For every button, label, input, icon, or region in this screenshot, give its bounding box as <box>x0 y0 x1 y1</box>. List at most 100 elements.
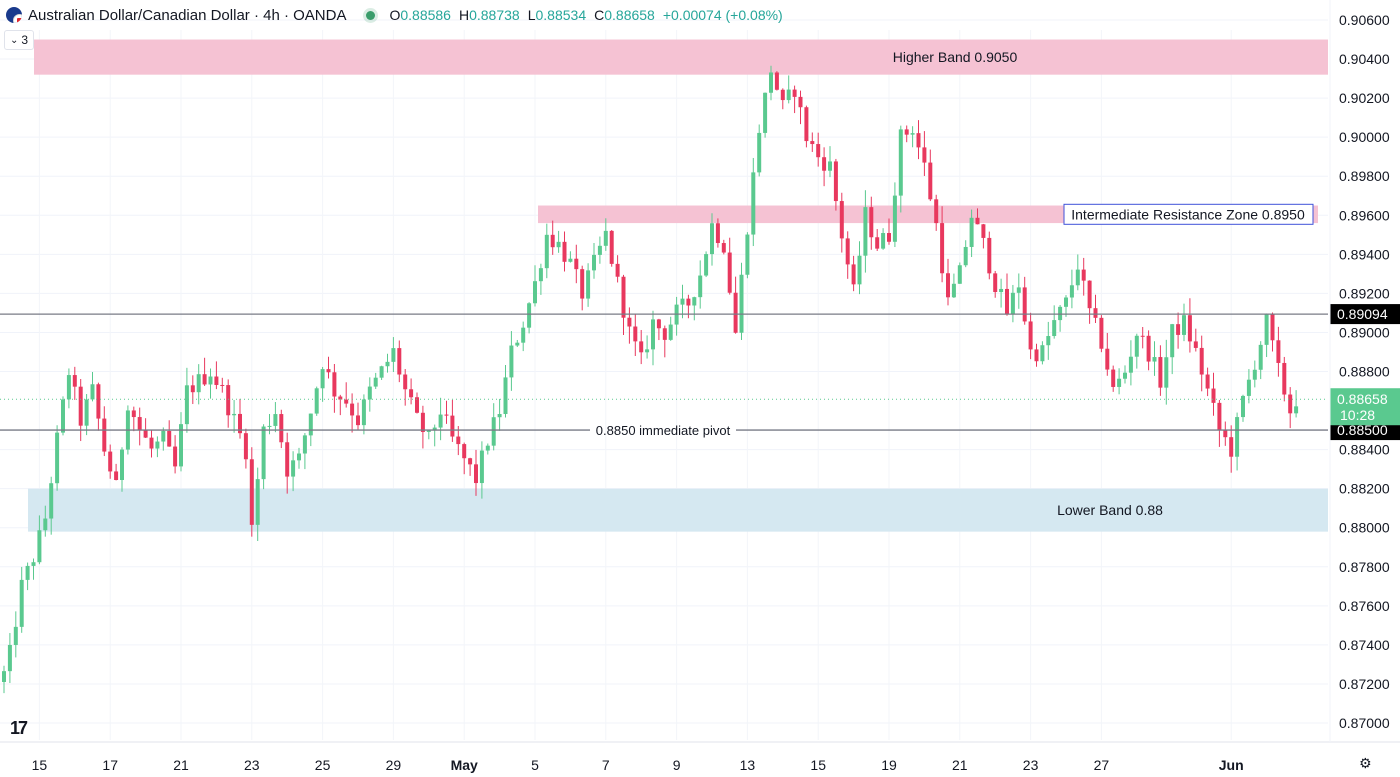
x-tick-label: May <box>451 757 478 773</box>
candle-body <box>857 255 862 285</box>
candle-body <box>344 399 349 404</box>
candle-body <box>851 264 856 285</box>
y-tick-label: 0.90600 <box>1339 12 1390 28</box>
resistance-zone-upper-label: Higher Band 0.9050 <box>893 49 1018 65</box>
candle-body <box>7 644 12 672</box>
candle-body <box>1146 335 1151 362</box>
candle-body <box>456 436 461 445</box>
y-tick-label: 0.90000 <box>1339 129 1390 145</box>
x-tick-label: 5 <box>531 757 539 773</box>
candle-body <box>438 414 443 428</box>
candle-body <box>1270 314 1275 341</box>
y-tick-label: 0.90400 <box>1339 51 1390 67</box>
candle-body <box>415 397 419 413</box>
candle-body <box>19 579 24 627</box>
candle-body <box>444 414 449 416</box>
candle-body <box>1087 280 1092 309</box>
candle-body <box>291 460 296 477</box>
candle-body <box>1022 287 1027 322</box>
candle-body <box>184 385 189 425</box>
candle-body <box>90 384 95 400</box>
candle-body <box>645 349 650 353</box>
candle-body <box>450 415 455 437</box>
candle-body <box>928 162 933 200</box>
candle-body <box>1069 285 1074 298</box>
candle-body <box>780 89 785 101</box>
candle-body <box>361 399 366 426</box>
candle-body <box>338 396 343 400</box>
current-price-label: 0.88658 <box>1337 391 1388 407</box>
candle-body <box>13 626 18 645</box>
y-tick-label: 0.88400 <box>1339 442 1390 458</box>
candle-body <box>1176 324 1181 335</box>
candle-body <box>202 374 207 385</box>
pivot-line-label: 0.8850 immediate pivot <box>596 423 731 438</box>
candle-body <box>833 161 838 202</box>
candle-body <box>226 385 231 416</box>
candle-body <box>887 233 891 242</box>
candle-body <box>1028 321 1033 350</box>
candle-body <box>751 172 756 235</box>
candle-body <box>662 328 667 340</box>
candle-body <box>550 234 555 248</box>
candle-body <box>1034 349 1039 362</box>
candle-body <box>1276 340 1281 363</box>
x-tick-label: 29 <box>386 757 402 773</box>
candle-body <box>999 288 1004 293</box>
candle-body <box>1187 315 1192 342</box>
candle-body <box>326 369 331 373</box>
x-tick-label: 23 <box>244 757 260 773</box>
candle-body <box>1105 348 1110 370</box>
candle-body <box>680 298 685 305</box>
candle-body <box>149 437 154 449</box>
candle-body <box>981 224 986 238</box>
bar-countdown-label: 10:28 <box>1340 407 1375 423</box>
candle-body <box>975 217 980 225</box>
candle-body <box>1235 417 1240 457</box>
candle-body <box>592 254 596 271</box>
candle-body <box>1182 315 1186 335</box>
candle-body <box>692 297 697 306</box>
candle-body <box>816 144 821 158</box>
y-tick-label: 0.88800 <box>1339 364 1390 380</box>
candle-body <box>1016 287 1021 293</box>
candle-body <box>279 414 284 443</box>
tradingview-logo-icon[interactable]: 17 <box>10 718 28 738</box>
candle-body <box>533 281 537 304</box>
candle-body <box>214 376 219 385</box>
support-zone[interactable] <box>28 488 1328 532</box>
candle-body <box>1117 378 1122 387</box>
market-status-icon <box>366 10 376 20</box>
symbol-title[interactable]: Australian Dollar/Canadian Dollar · 4h ·… <box>28 6 347 24</box>
candle-body <box>1005 288 1009 315</box>
candle-body <box>474 464 478 484</box>
candle-body <box>373 377 378 387</box>
candle-body <box>1140 335 1145 337</box>
candle-body <box>509 345 514 378</box>
candle-body <box>367 386 372 400</box>
resistance-zone-upper[interactable] <box>34 39 1328 75</box>
candle-body <box>1075 269 1080 286</box>
candle-body <box>733 292 738 333</box>
resistance-zone-mid-label: Intermediate Resistance Zone 0.8950 <box>1071 206 1305 222</box>
gear-icon[interactable]: ⚙ <box>1359 755 1372 771</box>
candle-body <box>190 385 195 393</box>
candle-body <box>934 199 939 224</box>
candle-body <box>1134 335 1139 357</box>
candle-body <box>597 245 602 255</box>
candle-body <box>420 412 425 432</box>
indicators-toggle-button[interactable]: ⌄ 3 <box>4 30 35 50</box>
y-tick-label: 0.88200 <box>1339 481 1390 497</box>
candle-body <box>196 374 201 393</box>
candle-body <box>774 72 779 90</box>
candle-body <box>810 141 815 145</box>
candle-body <box>43 518 48 531</box>
candle-body <box>769 72 773 93</box>
candle-body <box>1241 395 1245 418</box>
candle-body <box>904 129 909 135</box>
candle-body <box>1099 317 1104 349</box>
candle-body <box>426 430 431 432</box>
price-axis-label: 0.88500 <box>1337 422 1388 438</box>
